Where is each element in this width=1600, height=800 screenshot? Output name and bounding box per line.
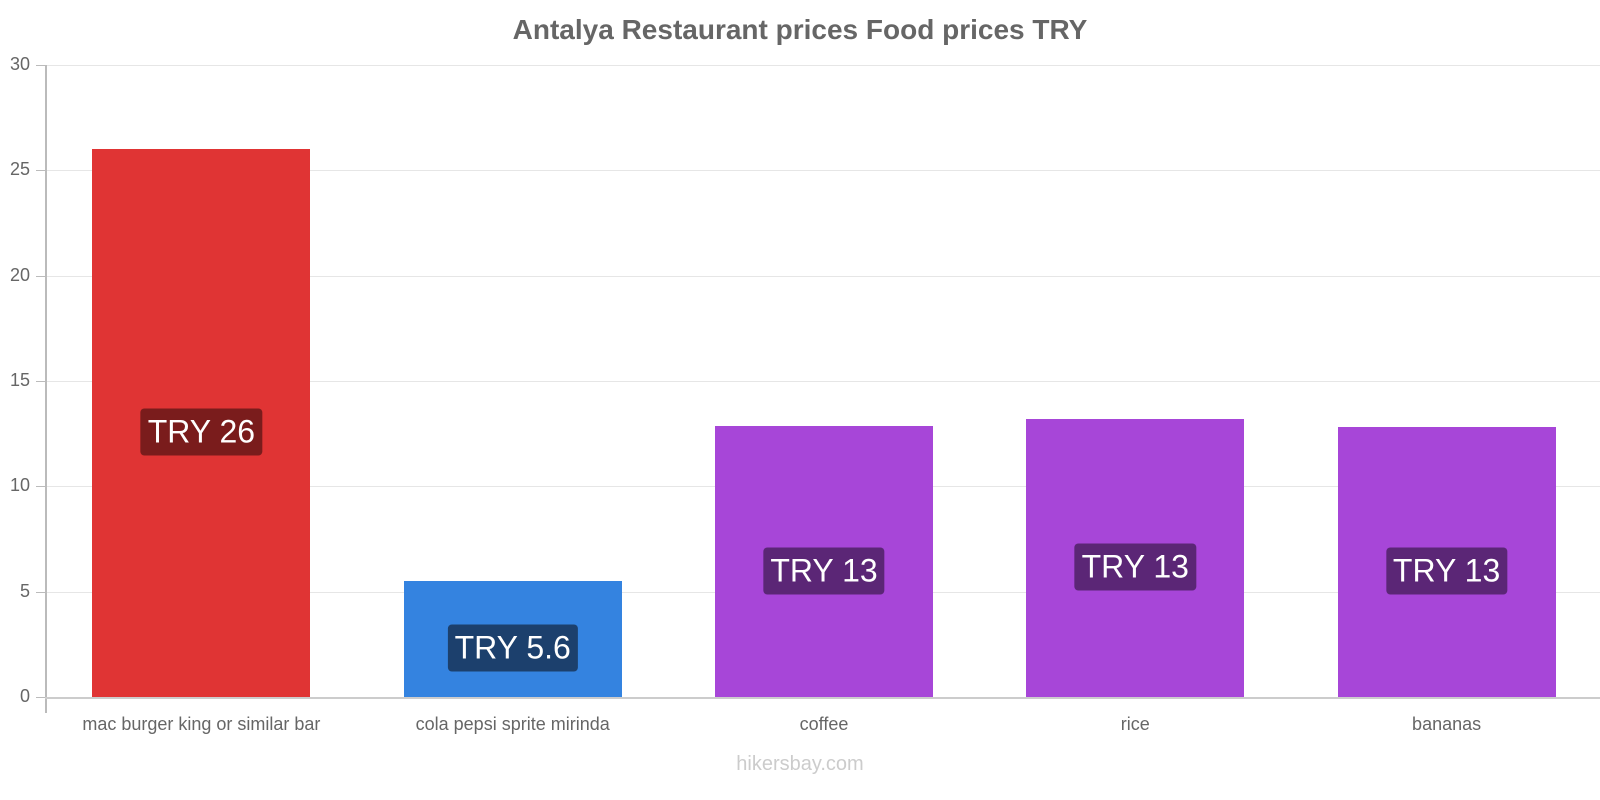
- y-tick-label: 20: [0, 265, 30, 286]
- y-tick-label: 15: [0, 370, 30, 391]
- x-tick-label: cola pepsi sprite mirinda: [416, 714, 610, 735]
- x-tick-label: coffee: [800, 714, 849, 735]
- y-tick-label: 30: [0, 54, 30, 75]
- data-label: TRY 13: [763, 547, 884, 594]
- y-tick-label: 10: [0, 475, 30, 496]
- x-axis: [45, 697, 1600, 699]
- y-axis: [45, 65, 47, 713]
- data-label: TRY 13: [1386, 548, 1507, 595]
- data-label: TRY 5.6: [448, 625, 578, 672]
- chart-title: Antalya Restaurant prices Food prices TR…: [0, 14, 1600, 46]
- y-tick-label: 0: [0, 686, 30, 707]
- x-tick-label: bananas: [1412, 714, 1481, 735]
- gridline: [46, 65, 1600, 66]
- x-tick-label: rice: [1121, 714, 1150, 735]
- y-tick-label: 5: [0, 581, 30, 602]
- data-label: TRY 26: [141, 409, 262, 456]
- footer-watermark: hikersbay.com: [0, 753, 1600, 776]
- x-tick-label: mac burger king or similar bar: [82, 714, 320, 735]
- y-tick-label: 25: [0, 159, 30, 180]
- data-label: TRY 13: [1075, 543, 1196, 590]
